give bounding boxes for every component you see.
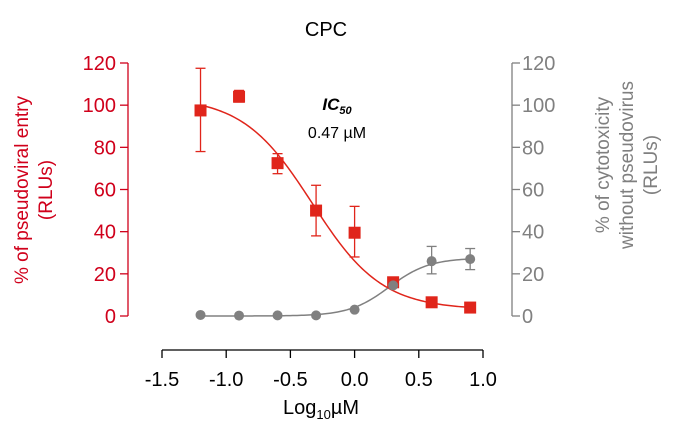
ic50-label-text: IC [322,95,340,114]
x-axis-label: Log10µM [283,397,359,422]
x-tick-label: 0.0 [341,369,369,391]
left-tick-label: 100 [83,95,116,117]
ic50-value: 0.47 µM [308,125,366,142]
left-tick-label: 20 [94,264,116,286]
cytotoxicity-fit-curve [200,258,471,317]
left-tick-label: 120 [83,53,116,75]
right-y-label-line2: without pseudovirus [617,81,638,250]
cytotoxicity-point [234,310,245,321]
cytotoxicity-point [272,310,283,321]
x-label-base: Log [283,397,316,419]
right-y-axis: 0 20 40 60 80 100 120 [511,53,555,328]
entry-point [464,301,477,314]
right-tick-label: 120 [522,53,555,75]
right-tick-label: 60 [522,180,544,202]
entry-fit-curve [200,104,471,309]
entry-point [348,226,361,239]
entry-point [310,204,323,217]
left-tick-label: 0 [105,306,116,328]
entry-point [233,90,246,103]
left-y-label-line1: % of pseudoviral entry [12,96,33,284]
x-tick-label: -0.5 [273,369,307,391]
right-tick-label: 100 [522,95,555,117]
x-tick-label: -1.5 [145,369,179,391]
cytotoxicity-point [388,280,399,291]
x-axis: -1.5 -1.0 -0.5 0.0 0.5 1.0 [145,349,497,391]
fit-curves [200,104,471,317]
x-label-unit: µM [331,397,359,419]
left-y-label-line2: (RLUs) [36,160,57,220]
x-tick-label: 0.5 [405,369,433,391]
left-tick-label: 80 [94,137,116,159]
left-y-axis-label: % of pseudoviral entry (RLUs) [12,96,57,284]
chart-title: CPC [305,19,347,41]
right-tick-label: 20 [522,264,544,286]
right-tick-label: 0 [522,306,533,328]
right-y-axis-label: % of cytotoxicity without pseudovirus (R… [593,81,662,250]
cytotoxicity-point [311,310,322,321]
x-tick-label: -1.0 [209,369,243,391]
entry-point [194,104,207,117]
left-tick-label: 40 [94,222,116,244]
ic50-label-subscript: 50 [339,105,352,117]
x-tick-label: 1.0 [469,369,497,391]
ic50-label: IC50 [322,95,352,117]
entry-point [271,157,284,170]
cytotoxicity-point [195,309,206,320]
left-y-axis: 0 20 40 60 80 100 120 [83,53,129,328]
data-points [194,90,477,321]
x-label-subscript: 10 [316,407,330,422]
cytotoxicity-point [465,254,476,265]
cytotoxicity-point [349,304,360,315]
right-y-label-line3: (RLUs) [641,135,662,195]
entry-point [425,296,438,309]
cytotoxicity-point [426,256,437,267]
left-tick-label: 60 [94,180,116,202]
right-tick-label: 40 [522,222,544,244]
right-y-label-line1: % of cytotoxicity [593,96,614,233]
right-tick-label: 80 [522,137,544,159]
